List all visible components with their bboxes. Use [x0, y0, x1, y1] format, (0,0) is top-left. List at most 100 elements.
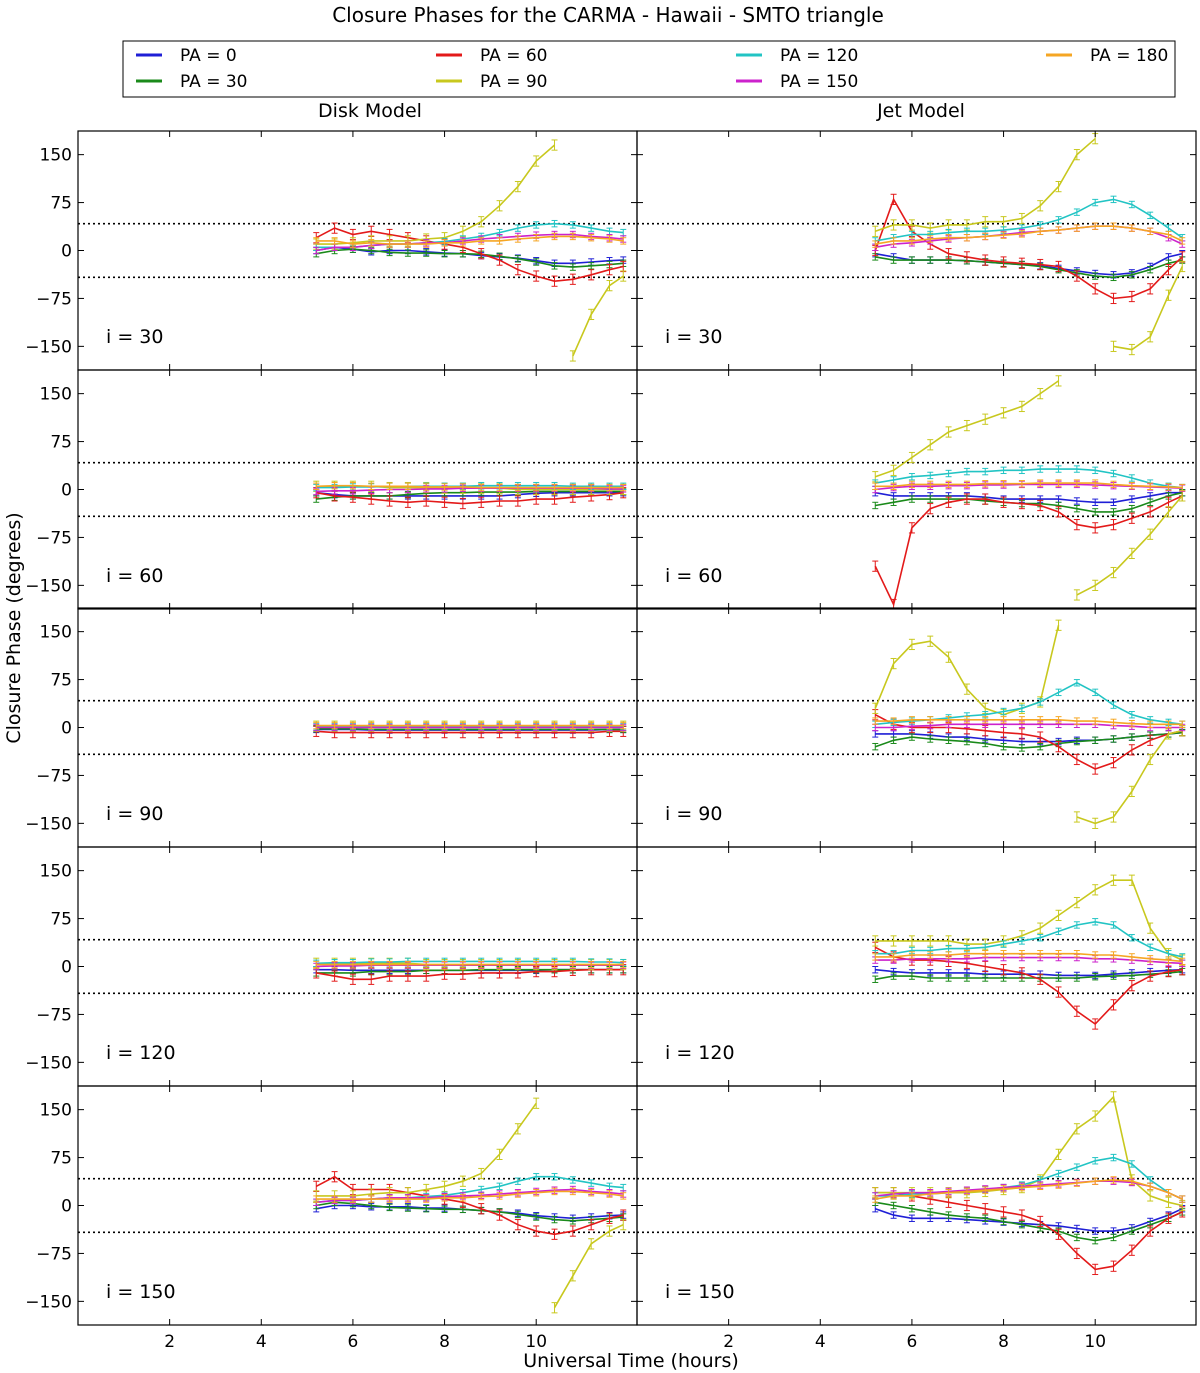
panel-data [637, 375, 1196, 609]
panel-label: i = 150 [106, 1281, 176, 1303]
y-tick-label: −75 [36, 766, 72, 786]
series-line [316, 484, 624, 489]
panel-labels: i = 30 i = 30 i = 60 i = 60 i = 90 i = 9… [106, 326, 735, 1303]
y-tick-label: 150 [40, 1101, 72, 1121]
series-line [316, 491, 624, 505]
panel-label: i = 90 [106, 803, 163, 825]
series-line [316, 730, 624, 734]
series-line [875, 681, 1183, 726]
series-line [875, 198, 1183, 242]
panel-data [637, 1091, 1196, 1276]
y-tick-label: 75 [50, 194, 72, 214]
series-line [316, 233, 624, 252]
series-line [875, 482, 1183, 489]
y-tick-label: 0 [61, 481, 72, 501]
y-tick-label: 0 [61, 1197, 72, 1217]
chart-title: Closure Phases for the CARMA - Hawaii - … [332, 3, 884, 27]
y-tick-label: 0 [61, 242, 72, 262]
series-line [875, 491, 1183, 513]
series-line [316, 490, 624, 500]
legend-label: PA = 120 [780, 46, 858, 66]
series-line [315, 1175, 624, 1236]
legend-entry: PA = 180 [1046, 46, 1168, 66]
x-tick-label: 6 [907, 1332, 918, 1352]
series-line [875, 468, 1183, 489]
y-tick-label: 0 [61, 719, 72, 739]
x-tick-label: 2 [164, 1332, 175, 1352]
panel-label: i = 120 [665, 1042, 735, 1064]
legend-box [122, 40, 1176, 98]
plot-area: 150750−75−150150750−75−150150750−75−1501… [25, 130, 1197, 1352]
series-line [875, 1191, 1183, 1271]
y-tick-label: −150 [25, 337, 72, 357]
y-axis-label: Closure Phase (degrees) [3, 512, 25, 743]
legend-entry: PA = 30 [136, 72, 247, 92]
y-tick-label: −150 [25, 576, 72, 596]
series-line [875, 1179, 1183, 1200]
series-line [875, 723, 1183, 729]
series-line [875, 968, 1183, 977]
x-tick-label: 10 [1084, 1332, 1106, 1352]
x-axis-label: Universal Time (hours) [523, 1350, 739, 1372]
y-tick-label: 75 [50, 433, 72, 453]
panel-label: i = 120 [106, 1042, 176, 1064]
panel-data [637, 133, 1196, 356]
legend-label: PA = 30 [180, 72, 247, 92]
series-line [875, 1095, 1183, 1207]
x-tick-label: 8 [998, 1332, 1009, 1352]
panel: 150 75 0 −75 −150 [25, 130, 638, 371]
series-line [874, 713, 1183, 770]
panel-data [637, 874, 1196, 1030]
legend-label: PA = 0 [180, 46, 237, 66]
series-line [875, 256, 1183, 279]
y-tick-label: −150 [25, 1292, 72, 1312]
series-line [875, 920, 1183, 958]
series-line [315, 227, 624, 283]
panel: 150 75 0 −75 −150 [25, 846, 638, 1087]
y-tick-label: 75 [50, 671, 72, 691]
series-line [875, 970, 1183, 981]
series-line [875, 719, 1183, 726]
panel: 150 75 0 −75 −150 [25, 369, 638, 610]
y-tick-label: 150 [40, 146, 72, 166]
y-tick-label: 75 [50, 1149, 72, 1169]
panel [636, 607, 1197, 848]
x-tick-label: 2 [723, 1332, 734, 1352]
y-tick-label: −75 [36, 1005, 72, 1025]
y-tick-label: 75 [50, 910, 72, 930]
legend-entry: PA = 90 [436, 72, 547, 92]
legend-entry: PA = 150 [736, 72, 858, 92]
panel [636, 369, 1197, 610]
series-line [316, 1204, 624, 1220]
series-line [875, 1180, 1183, 1200]
legend-label: PA = 90 [480, 72, 547, 92]
panel-label: i = 150 [665, 1281, 735, 1303]
series-line [875, 731, 1183, 749]
series-line [875, 380, 1183, 596]
panel-label: i = 60 [106, 565, 163, 587]
x-tick-label: 6 [348, 1332, 359, 1352]
series-line [874, 946, 1183, 1026]
panel: 2 4 6 8 10 [636, 1085, 1197, 1352]
panel [636, 130, 1197, 371]
series-line [875, 1207, 1183, 1232]
panel-data [78, 139, 637, 362]
legend-label: PA = 60 [480, 46, 547, 66]
y-tick-label: 150 [40, 862, 72, 882]
column-title-disk: Disk Model [318, 100, 422, 122]
legend-entry: PA = 120 [736, 46, 858, 66]
series-line [316, 248, 624, 268]
series-line [874, 495, 1183, 607]
series-line [316, 235, 624, 245]
y-tick-label: −150 [25, 814, 72, 834]
panel-data [78, 938, 637, 995]
panel: 150 75 0 −75 −150 2 4 6 8 10 [25, 1085, 638, 1352]
y-tick-label: −75 [36, 289, 72, 309]
panel: 150 75 0 −75 −150 [25, 607, 638, 848]
series-line [875, 1201, 1183, 1242]
x-tick-label: 8 [439, 1332, 450, 1352]
legend-label: PA = 150 [780, 72, 858, 92]
y-tick-label: −75 [36, 1244, 72, 1264]
panel-label: i = 30 [665, 326, 722, 348]
y-tick-label: 0 [61, 958, 72, 978]
